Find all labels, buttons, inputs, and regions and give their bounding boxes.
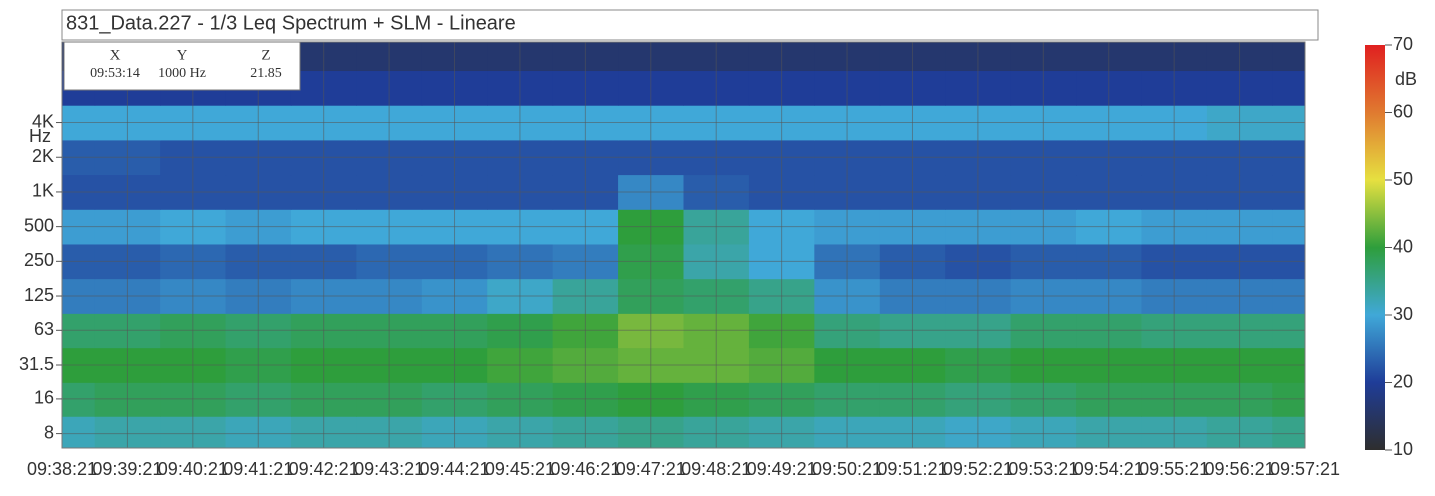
x-tick-label: 09:53:21 xyxy=(1008,459,1078,479)
x-tick-label: 09:41:21 xyxy=(223,459,293,479)
colorbar-tick-label: 20 xyxy=(1393,371,1413,391)
title-bar xyxy=(61,9,1319,41)
y-tick-label: 16 xyxy=(34,388,54,408)
chart-title: 831_Data.227 - 1/3 Leq Spectrum + SLM - … xyxy=(66,12,516,34)
x-tick-label: 09:49:21 xyxy=(747,459,817,479)
x-tick-label: 09:48:21 xyxy=(681,459,751,479)
x-tick-label: 09:46:21 xyxy=(550,459,620,479)
cell xyxy=(1272,70,1305,106)
x-tick-label: 09:42:21 xyxy=(289,459,359,479)
cursor-box-frame xyxy=(63,41,301,91)
y-tick-label: 63 xyxy=(34,319,54,339)
x-tick-label: 09:52:21 xyxy=(943,459,1013,479)
x-tick-label: 09:50:21 xyxy=(812,459,882,479)
x-tick-label: 09:45:21 xyxy=(485,459,555,479)
colorbar-tick-label: 10 xyxy=(1393,439,1413,459)
y-tick-label: 1K xyxy=(32,181,54,201)
y-tick-label: 125 xyxy=(24,285,54,305)
grid xyxy=(61,42,1306,448)
y-tick-label: 2K xyxy=(32,146,54,166)
x-tick-label: 09:55:21 xyxy=(1139,459,1209,479)
colorbar-tick-label: 30 xyxy=(1393,304,1413,324)
colorbar-tick-label: 40 xyxy=(1393,236,1413,256)
x-tick-label: 09:54:21 xyxy=(1074,459,1144,479)
colorbar-tick-label: 50 xyxy=(1393,169,1413,189)
cell xyxy=(1272,416,1305,448)
y-tick-label: 8 xyxy=(44,422,54,442)
x-tick-label: 09:56:21 xyxy=(1205,459,1275,479)
x-tick-label: 09:47:21 xyxy=(616,459,686,479)
cursor-label: Y xyxy=(177,47,188,63)
cell xyxy=(1272,42,1305,72)
y-tick-label: 250 xyxy=(24,250,54,270)
plot-frame xyxy=(61,41,1306,449)
y-tick-label: 31.5 xyxy=(19,354,54,374)
cursor-label: X xyxy=(110,47,121,63)
x-tick-label: 09:40:21 xyxy=(158,459,228,479)
cell xyxy=(62,416,96,448)
colorbar xyxy=(1365,45,1385,450)
colorbar-unit: dB xyxy=(1395,69,1417,89)
cursor-value: 21.85 xyxy=(250,66,282,81)
x-tick-label: 09:38:21 xyxy=(27,459,97,479)
x-tick-label: 09:51:21 xyxy=(877,459,947,479)
x-tick-label: 09:44:21 xyxy=(419,459,489,479)
colorbar-tick-label: 70 xyxy=(1393,34,1413,54)
colorbar-tick-label: 60 xyxy=(1393,101,1413,121)
y-tick-label: 500 xyxy=(24,215,54,235)
cursor-label: Z xyxy=(261,47,270,63)
cursor-value: 09:53:14 xyxy=(90,66,140,81)
x-tick-label: 09:39:21 xyxy=(92,459,162,479)
y-axis-unit: Hz xyxy=(29,126,51,146)
heatmap xyxy=(62,42,1305,448)
cursor-box: X 09:53:14 Y 1000 Hz Z 21.85 xyxy=(63,41,301,91)
x-tick-label: 09:57:21 xyxy=(1270,459,1340,479)
x-tick-label: 09:43:21 xyxy=(354,459,424,479)
y-tick-label: 4K xyxy=(32,111,54,131)
cursor-value: 1000 Hz xyxy=(158,66,206,81)
